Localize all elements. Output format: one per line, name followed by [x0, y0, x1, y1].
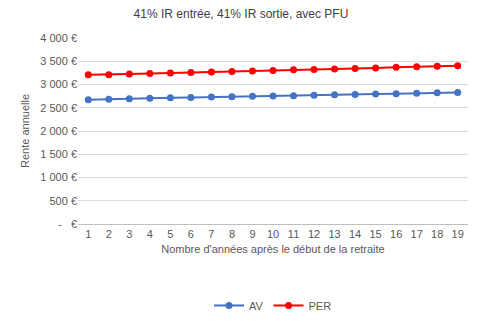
svg-text:Nombre d'années après le début: Nombre d'années après le début de la ret…: [161, 243, 384, 255]
svg-text:- €: - €: [58, 218, 77, 230]
svg-text:19: 19: [452, 228, 464, 240]
svg-text:4 000 €: 4 000 €: [40, 32, 77, 44]
svg-text:500 €: 500 €: [49, 195, 77, 207]
svg-text:13: 13: [328, 228, 340, 240]
svg-text:1 500 €: 1 500 €: [40, 148, 77, 160]
svg-text:8: 8: [229, 228, 235, 240]
svg-text:PER: PER: [309, 300, 332, 312]
svg-text:41% IR entrée, 41% IR sortie,: 41% IR entrée, 41% IR sortie, avec PFU: [134, 7, 349, 21]
svg-text:11: 11: [288, 228, 299, 240]
svg-text:3 000 €: 3 000 €: [40, 78, 77, 90]
svg-text:AV: AV: [249, 300, 264, 312]
svg-text:4: 4: [147, 228, 153, 240]
svg-text:9: 9: [249, 228, 255, 240]
svg-text:16: 16: [390, 228, 402, 240]
svg-text:1 000 €: 1 000 €: [40, 171, 77, 183]
svg-text:12: 12: [308, 228, 320, 240]
svg-text:1: 1: [85, 228, 91, 240]
svg-text:17: 17: [411, 228, 423, 240]
svg-text:2 500 €: 2 500 €: [40, 102, 77, 114]
svg-text:2: 2: [106, 228, 112, 240]
svg-text:15: 15: [370, 228, 382, 240]
svg-text:Rente annuelle: Rente annuelle: [19, 94, 31, 168]
svg-text:18: 18: [431, 228, 443, 240]
svg-text:14: 14: [349, 228, 361, 240]
svg-text:3 500 €: 3 500 €: [40, 55, 77, 67]
svg-text:5: 5: [167, 228, 173, 240]
svg-text:10: 10: [267, 228, 279, 240]
svg-text:3: 3: [126, 228, 132, 240]
svg-text:6: 6: [188, 228, 194, 240]
svg-text:2 000 €: 2 000 €: [40, 125, 77, 137]
svg-text:7: 7: [208, 228, 214, 240]
